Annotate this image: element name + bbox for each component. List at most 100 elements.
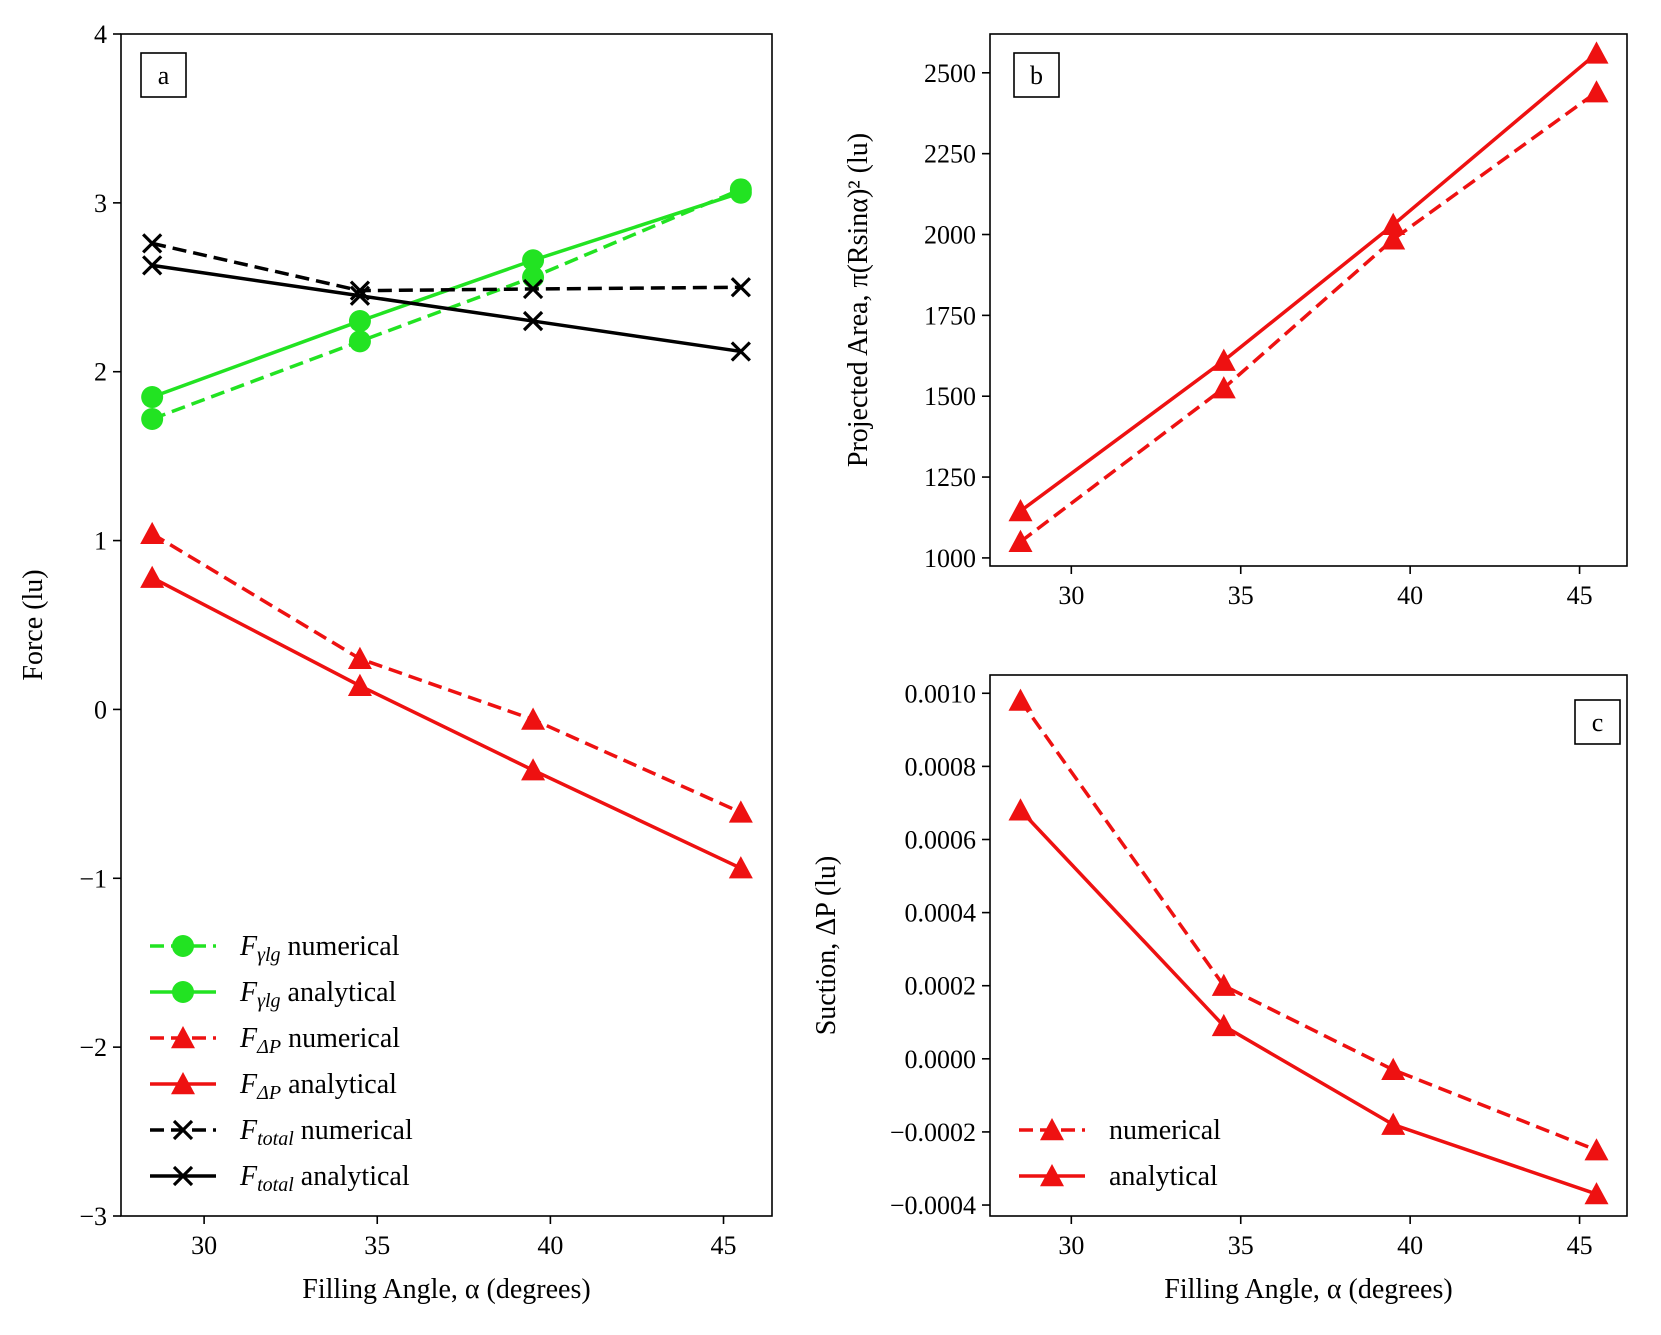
panel-b-ytick-label-2: 1500 <box>924 382 976 411</box>
panel-a-series-4-point-3-stroke-2 <box>730 277 751 298</box>
panel-a-legend-label-3-subscript: ΔP <box>256 1082 281 1104</box>
panel-a-series-5-line <box>151 263 742 354</box>
panel-a-legend-label-0: Fγlg numerical <box>239 931 400 966</box>
panel-b-xtick-label-3: 45 <box>1567 581 1593 610</box>
panel-b-series-1-point-3 <box>1584 41 1609 64</box>
panel-a-series-1-point-3 <box>729 181 752 204</box>
panel-a-legend-label-1: Fγlg analytical <box>239 977 397 1012</box>
panel-c-ytick-label-4: 0.0004 <box>905 899 977 928</box>
panel-a-legend-label-4-text: numerical <box>294 1115 413 1146</box>
panel-a-legend-label-3: FΔP analytical <box>239 1069 397 1104</box>
panel-b-series-0-point-2 <box>1381 227 1406 250</box>
panel-a-legend-label-2-subscript: ΔP <box>256 1036 281 1058</box>
panel-c-legend-item-0: numerical <box>1019 1115 1221 1146</box>
panel-c-tag: c <box>1574 699 1621 745</box>
panel-a-ytick-label-3: 0 <box>94 695 107 724</box>
panel-a-legend-swatch-marker-1 <box>172 981 194 1003</box>
panel-b-ytick-label-1: 1250 <box>924 463 976 492</box>
panel-a-legend-label-4-symbol: F <box>239 1115 258 1146</box>
panel-c-series-0-point-1 <box>1211 973 1236 996</box>
panel-a-legend-label-5-subscript: total <box>257 1174 294 1196</box>
panel-a-ytick-label-1: −2 <box>79 1033 107 1062</box>
panel-a-legend-swatch-marker-2 <box>171 1026 195 1049</box>
panel-b-tag-box <box>1013 52 1060 98</box>
panel-a-legend-label-4-subscript: total <box>257 1128 294 1150</box>
panel-a-legend-swatch-marker-4-stroke-2 <box>172 1119 194 1141</box>
panel-c-series-1-point-1 <box>1211 1013 1236 1037</box>
panel-c-ylabel: Suction, ΔP (lu) <box>811 856 842 1036</box>
panel-a-ytick-label-5: 2 <box>94 358 107 387</box>
panel-c-tag-label: c <box>1592 708 1604 737</box>
panel-b: 30 35 40 45 1000 1250 1500 1750 2000 2250 2500 Proj… <box>843 33 1628 610</box>
panel-a-ylabel: Force (lu) <box>18 569 49 680</box>
panel-c-series-0-point-2 <box>1381 1057 1406 1080</box>
panel-a-ytick-label-6: 3 <box>94 189 107 218</box>
panel-a-ytick-label-0: −3 <box>79 1202 107 1231</box>
panel-a-series-0-point-1 <box>348 330 371 353</box>
panel-c-series-0 <box>1008 688 1609 1161</box>
panel-c-series-1-point-3 <box>1584 1182 1609 1205</box>
panel-c-tag-box <box>1574 699 1621 745</box>
panel-a-legend-label-1-symbol: F <box>239 977 258 1008</box>
panel-b-series-1-point-1 <box>1211 348 1236 371</box>
panel-a-series-4-point-0 <box>142 233 163 254</box>
panel-a-legend-label-4: Ftotal numerical <box>239 1115 413 1150</box>
panel-a-series-5-point-2 <box>522 310 544 332</box>
panel-c-xlabel: Filling Angle, α (degrees) <box>1164 1274 1452 1305</box>
panel-c-series-1-point-2 <box>1381 1112 1406 1135</box>
panel-b-series-0 <box>1008 80 1609 552</box>
panel-a-series-3 <box>140 565 753 879</box>
panel-a-legend-label-2: FΔP numerical <box>239 1023 400 1058</box>
panel-a-series-4-point-1-stroke-2 <box>349 280 371 301</box>
panel-c-legend-item-1: analytical <box>1019 1161 1218 1192</box>
panel-a-legend-item-2: FΔP numerical <box>150 1023 400 1058</box>
panel-c-ytick-label-2: 0.0000 <box>905 1045 977 1074</box>
panel-a-legend-item-0: Fγlg numerical <box>150 931 400 966</box>
panel-b-series-0-point-1 <box>1211 376 1236 399</box>
panel-a-series-3-line <box>151 576 742 870</box>
panel-a-series-2-point-3 <box>728 800 753 823</box>
panel-c-ytick-label-3: 0.0002 <box>905 972 977 1001</box>
panel-a-series-4-point-0-stroke-2 <box>142 233 163 254</box>
panel-a-legend-label-3-symbol: F <box>239 1069 258 1100</box>
panel-c-legend-swatch-marker-1 <box>1040 1164 1064 1187</box>
panel-a-legend-label-0-symbol: F <box>239 931 258 962</box>
panel-a-series-1-line <box>151 191 742 399</box>
panel-c-ytick-label-5: 0.0006 <box>905 825 977 854</box>
panel-c-xtick-label-1: 35 <box>1228 1231 1254 1260</box>
panel-a-series-4-point-3 <box>730 277 751 298</box>
panel-c-xtick-label-0: 30 <box>1058 1231 1084 1260</box>
panel-a-legend-label-1-text: analytical <box>281 977 397 1008</box>
panel-c-frame <box>989 674 1628 1217</box>
panel-a-xtick-label-1: 35 <box>364 1231 390 1260</box>
panel-c-ytick-label-0: −0.0004 <box>890 1191 976 1220</box>
panel-a-xlabel: Filling Angle, α (degrees) <box>302 1274 590 1305</box>
panel-b-ytick-label-6: 2500 <box>924 59 976 88</box>
panel-a-series-1-point-2 <box>522 249 545 272</box>
panel-a-series-5-point-0 <box>142 255 163 276</box>
panel-c-xtick-label-3: 45 <box>1567 1231 1593 1260</box>
panel-a-xtick-label-3: 45 <box>711 1231 737 1260</box>
panel-c-ytick-label-7: 0.0010 <box>905 679 977 708</box>
panel-c-xtick-label-2: 40 <box>1397 1231 1423 1260</box>
panel-c-series-1 <box>1008 798 1609 1205</box>
panel-a-series-0-line <box>151 187 742 421</box>
panel-a-series-5 <box>142 255 751 362</box>
panel-b-series-1-line <box>1019 52 1598 513</box>
panel-a-series-5-point-2-stroke-2 <box>522 310 544 332</box>
panel-a-series-3-point-3 <box>728 856 753 879</box>
panel-c-series-1-point-0 <box>1008 798 1033 821</box>
panel-a-tag-box <box>140 52 187 98</box>
panel-a-legend-label-5-text: analytical <box>294 1161 410 1192</box>
panel-a-series-2-point-0 <box>140 521 165 545</box>
panel-a-series-2 <box>140 521 753 823</box>
panel-a-series-0-point-0 <box>141 407 164 430</box>
panel-a-series-2-line <box>151 532 742 815</box>
panel-a-series-3-point-1 <box>347 673 372 696</box>
panel-c-legend: numerical analytical <box>1019 1115 1221 1192</box>
panel-a-series-4-line <box>151 241 741 293</box>
panel-a-legend-label-2-symbol: F <box>239 1023 258 1054</box>
panel-b-ytick-label-5: 2250 <box>924 140 976 169</box>
